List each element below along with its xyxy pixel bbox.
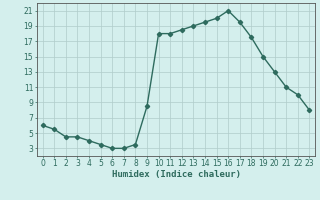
X-axis label: Humidex (Indice chaleur): Humidex (Indice chaleur) [111,170,241,179]
